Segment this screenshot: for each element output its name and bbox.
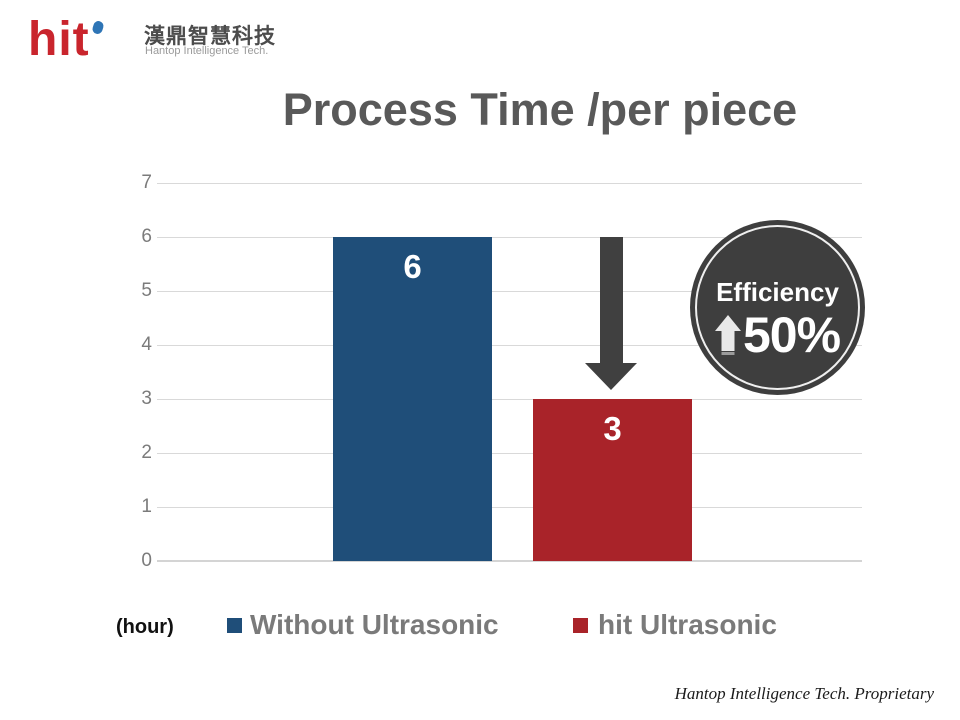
bar-value-label: 3 [603,410,622,447]
y-axis-tick-label: 0 [141,550,152,571]
axis-unit-label: (hour) [116,616,174,638]
logo-company-name-english: Hantop Intelligence Tech. [145,45,269,57]
gridline [157,453,862,454]
y-axis-tick-label: 1 [141,496,152,517]
badge-value: 50% [742,307,841,363]
badge-label: Efficiency [716,277,839,307]
footer-proprietary-note: Hantop Intelligence Tech. Proprietary [674,684,934,703]
gridline [157,507,862,508]
gridline [157,345,862,346]
badge-value-row: 50% [690,310,865,360]
logo-company-name-chinese: 漢鼎智慧科技 [144,25,276,48]
legend-label-hit-ultrasonic: hit Ultrasonic [598,609,777,640]
y-axis-tick-label: 2 [141,442,152,463]
slide-title: Process Time /per piece [282,84,798,135]
y-axis-tick-label: 5 [141,280,152,301]
bar-value-label: 6 [403,248,422,285]
bar-without-ultrasonic: 6 [333,237,492,561]
y-axis-tick-label: 6 [141,226,152,247]
gridline-baseline [157,560,862,562]
gridline [157,183,862,184]
bar-hit-ultrasonic: 3 [533,399,692,561]
gridline [157,399,862,400]
legend-swatch-hit-ultrasonic [573,618,588,633]
y-axis-tick-label: 3 [141,388,152,409]
down-arrow-icon [585,237,637,390]
y-axis-tick-label: 7 [141,172,152,193]
badge-ring [695,225,860,390]
gridline [157,291,862,292]
logo-hit-wordmark: hit [28,13,90,66]
legend-label-without-ultrasonic: Without Ultrasonic [250,609,499,640]
gridline [157,237,862,238]
up-arrow-icon [714,315,741,355]
efficiency-badge: Efficiency 50% [690,220,865,395]
legend-swatch-without-ultrasonic [227,618,242,633]
y-axis-tick-label: 4 [141,334,152,355]
